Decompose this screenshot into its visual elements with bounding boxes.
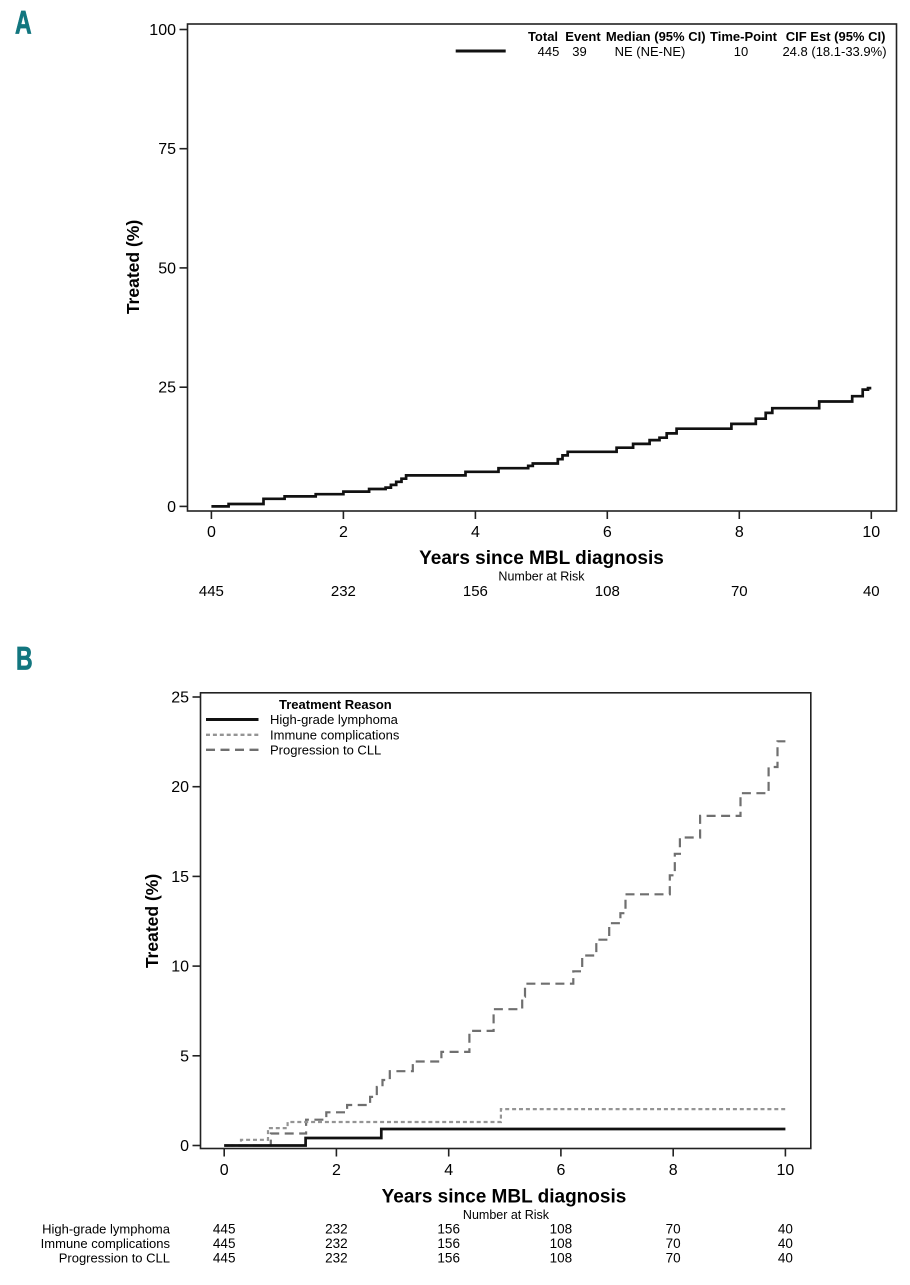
svg-text:70: 70 bbox=[731, 583, 748, 600]
svg-text:70: 70 bbox=[666, 1251, 681, 1266]
svg-text:24.8 (18.1-33.9%): 24.8 (18.1-33.9%) bbox=[782, 44, 886, 59]
svg-text:39: 39 bbox=[572, 44, 586, 59]
svg-text:High-grade lymphoma: High-grade lymphoma bbox=[42, 1222, 171, 1237]
svg-text:B: B bbox=[16, 641, 33, 677]
svg-text:Years since MBL diagnosis: Years since MBL diagnosis bbox=[382, 1187, 627, 1208]
svg-text:2: 2 bbox=[339, 524, 348, 541]
svg-text:Immune complications: Immune complications bbox=[41, 1236, 171, 1251]
svg-text:25: 25 bbox=[158, 380, 176, 397]
svg-text:40: 40 bbox=[778, 1236, 793, 1251]
svg-text:156: 156 bbox=[437, 1222, 460, 1237]
svg-text:108: 108 bbox=[550, 1222, 573, 1237]
svg-text:4: 4 bbox=[471, 524, 480, 541]
svg-text:Event: Event bbox=[565, 29, 601, 44]
svg-text:0: 0 bbox=[220, 1162, 229, 1179]
svg-text:108: 108 bbox=[550, 1236, 573, 1251]
svg-text:High-grade lymphoma: High-grade lymphoma bbox=[270, 712, 399, 727]
svg-text:108: 108 bbox=[595, 583, 620, 600]
svg-text:Progression to CLL: Progression to CLL bbox=[59, 1251, 170, 1266]
svg-text:8: 8 bbox=[669, 1162, 678, 1179]
svg-text:0: 0 bbox=[207, 524, 216, 541]
svg-text:10: 10 bbox=[862, 524, 880, 541]
svg-text:Years since MBL diagnosis: Years since MBL diagnosis bbox=[419, 548, 664, 569]
svg-text:156: 156 bbox=[437, 1236, 460, 1251]
svg-text:75: 75 bbox=[158, 141, 176, 158]
svg-text:156: 156 bbox=[437, 1251, 460, 1266]
svg-text:8: 8 bbox=[735, 524, 744, 541]
svg-text:5: 5 bbox=[180, 1048, 189, 1065]
svg-text:10: 10 bbox=[734, 44, 748, 59]
svg-text:15: 15 bbox=[171, 869, 189, 886]
svg-text:Treatment Reason: Treatment Reason bbox=[279, 697, 392, 712]
svg-text:Number at Risk: Number at Risk bbox=[463, 1208, 550, 1222]
svg-text:10: 10 bbox=[777, 1162, 795, 1179]
svg-text:20: 20 bbox=[171, 779, 189, 796]
svg-text:40: 40 bbox=[778, 1222, 793, 1237]
svg-text:445: 445 bbox=[213, 1251, 236, 1266]
svg-text:108: 108 bbox=[550, 1251, 573, 1266]
svg-text:CIF Est (95% CI): CIF Est (95% CI) bbox=[786, 29, 886, 44]
svg-text:232: 232 bbox=[331, 583, 356, 600]
svg-text:445: 445 bbox=[213, 1236, 236, 1251]
svg-text:Median (95% CI): Median (95% CI) bbox=[606, 29, 706, 44]
svg-text:445: 445 bbox=[213, 1222, 236, 1237]
svg-text:232: 232 bbox=[325, 1251, 348, 1266]
svg-text:A: A bbox=[15, 5, 32, 41]
svg-text:Treated (%): Treated (%) bbox=[123, 220, 143, 314]
svg-text:156: 156 bbox=[463, 583, 488, 600]
svg-text:232: 232 bbox=[325, 1236, 348, 1251]
svg-text:6: 6 bbox=[556, 1162, 565, 1179]
svg-text:NE (NE-NE): NE (NE-NE) bbox=[615, 44, 686, 59]
svg-text:Time-Point: Time-Point bbox=[710, 29, 778, 44]
svg-text:232: 232 bbox=[325, 1222, 348, 1237]
svg-text:Treated (%): Treated (%) bbox=[142, 874, 162, 968]
svg-text:Progression to CLL: Progression to CLL bbox=[270, 742, 381, 757]
svg-text:Total: Total bbox=[528, 29, 558, 44]
svg-text:445: 445 bbox=[538, 44, 560, 59]
svg-text:50: 50 bbox=[158, 260, 176, 277]
svg-text:2: 2 bbox=[332, 1162, 341, 1179]
svg-text:100: 100 bbox=[149, 22, 176, 39]
svg-text:6: 6 bbox=[603, 524, 612, 541]
svg-text:Number at Risk: Number at Risk bbox=[498, 570, 585, 584]
svg-text:25: 25 bbox=[171, 690, 189, 707]
svg-text:Immune complications: Immune complications bbox=[270, 727, 400, 742]
svg-text:70: 70 bbox=[666, 1222, 681, 1237]
svg-text:4: 4 bbox=[444, 1162, 453, 1179]
svg-text:0: 0 bbox=[180, 1138, 189, 1155]
svg-text:10: 10 bbox=[171, 959, 189, 976]
svg-text:40: 40 bbox=[863, 583, 880, 600]
svg-text:0: 0 bbox=[167, 499, 176, 516]
svg-text:445: 445 bbox=[199, 583, 224, 600]
svg-text:70: 70 bbox=[666, 1236, 681, 1251]
svg-text:40: 40 bbox=[778, 1251, 793, 1266]
